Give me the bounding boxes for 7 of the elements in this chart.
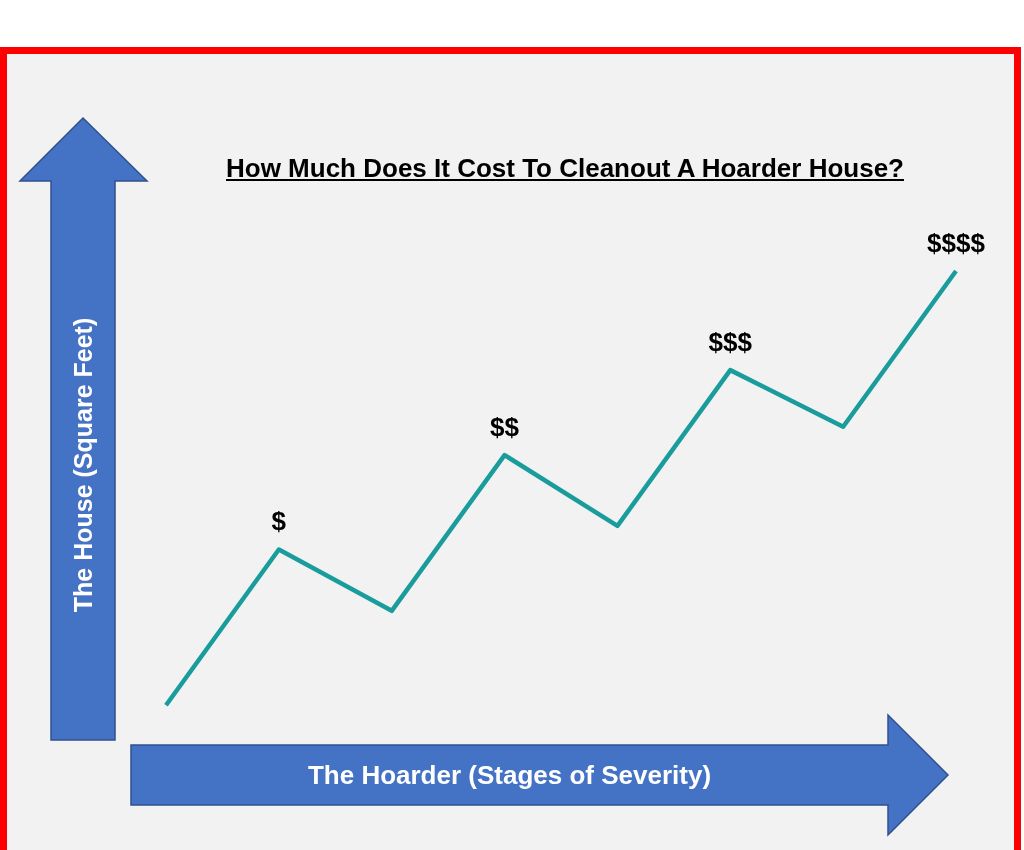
annotation: $$ bbox=[490, 412, 520, 443]
y-axis-title: The House (Square Feet) bbox=[67, 316, 98, 615]
annotation: $$$$ bbox=[927, 228, 986, 258]
x-axis-title: The Hoarder (Stages of Severity) bbox=[306, 758, 713, 792]
annotation: $ bbox=[271, 506, 287, 537]
chart-title: How Much Does It Cost To Cleanout A Hoarder House? bbox=[225, 153, 905, 184]
annotation: $$$ bbox=[708, 327, 753, 358]
